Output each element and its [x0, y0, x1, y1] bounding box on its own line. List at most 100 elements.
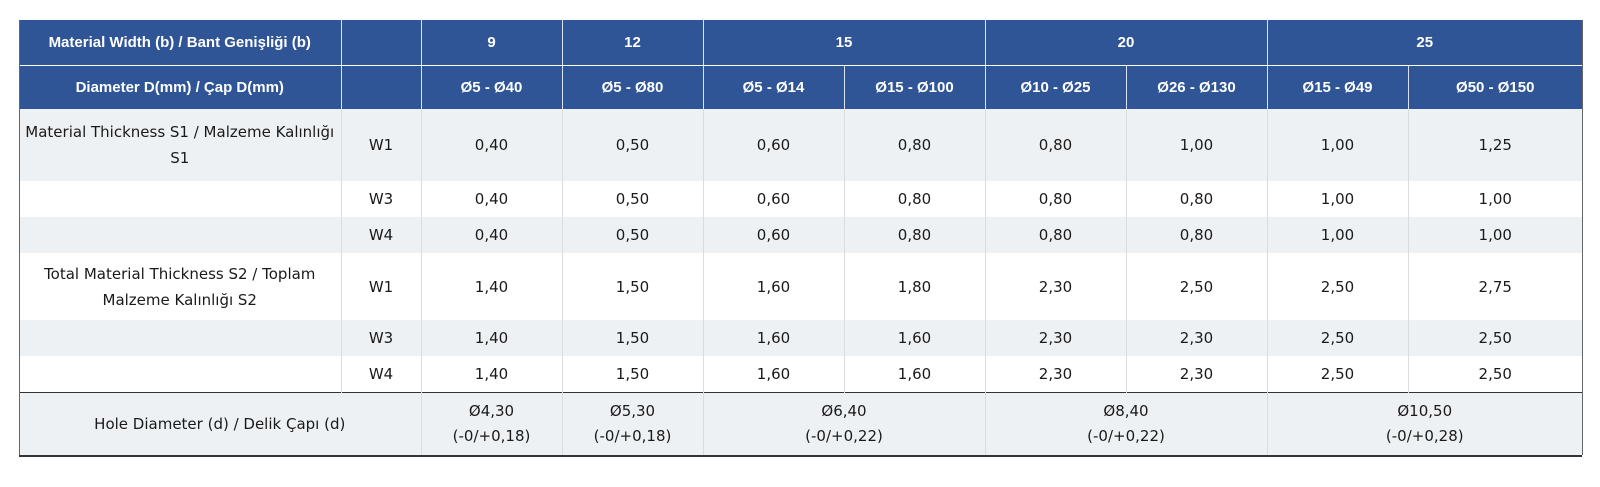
width-9: 9	[421, 20, 563, 66]
hole-tolerance: (-0/+0,22)	[1087, 427, 1165, 445]
s1-label: Material Thickness S1 / Malzeme Kalınlığ…	[19, 109, 342, 181]
table-cell: 0,80	[844, 217, 986, 253]
w-label: W1	[341, 253, 422, 320]
width-12: 12	[562, 20, 704, 66]
header-blank	[341, 65, 422, 109]
w-label: W4	[341, 217, 422, 253]
table-cell: 0,60	[703, 109, 845, 181]
table-cell: 1,80	[844, 253, 986, 320]
table-cell: 0,80	[1126, 181, 1268, 217]
table-cell: 0,40	[421, 109, 563, 181]
diameter-range: Ø26 - Ø130	[1126, 65, 1268, 109]
spec-table: Material Width (b) / Bant Genişliği (b) …	[19, 20, 1582, 457]
table-cell: 1,40	[421, 253, 563, 320]
hole-diameter-value: Ø10,50	[1397, 402, 1453, 420]
table-cell: 0,80	[1126, 217, 1268, 253]
blank-cell	[19, 320, 342, 356]
table-cell: 1,60	[844, 320, 986, 356]
width-20: 20	[985, 20, 1268, 66]
table-cell: 1,50	[562, 356, 704, 393]
table-cell: 0,60	[703, 217, 845, 253]
table-cell: 2,50	[1126, 253, 1268, 320]
table-cell: 0,50	[562, 109, 704, 181]
table-cell: 1,00	[1267, 109, 1409, 181]
header-blank	[341, 20, 422, 66]
table-row: W3 1,40 1,50 1,60 1,60 2,30 2,30 2,50 2,…	[19, 320, 1582, 356]
table-cell: 2,30	[985, 253, 1127, 320]
table-cell: 2,30	[985, 356, 1127, 393]
diameter-range: Ø5 - Ø80	[562, 65, 704, 109]
table-cell: 1,00	[1126, 109, 1268, 181]
width-25: 25	[1267, 20, 1582, 66]
table-cell: 0,80	[985, 181, 1127, 217]
width-15: 15	[703, 20, 986, 66]
hole-diameter-value: Ø4,30	[468, 402, 515, 420]
table-row: W4 0,40 0,50 0,60 0,80 0,80 0,80 1,00 1,…	[19, 217, 1582, 253]
table-cell: 0,80	[985, 217, 1127, 253]
table-cell: 0,80	[844, 181, 986, 217]
table-cell: 1,00	[1408, 217, 1582, 253]
table-row: W3 0,40 0,50 0,60 0,80 0,80 0,80 1,00 1,…	[19, 181, 1582, 217]
diameter-header-label: Diameter D(mm) / Çap D(mm)	[19, 65, 342, 109]
table-cell: 1,50	[562, 253, 704, 320]
table-row: W4 1,40 1,50 1,60 1,60 2,30 2,30 2,50 2,…	[19, 356, 1582, 393]
hole-diameter-label: Hole Diameter (d) / Delik Çapı (d)	[19, 392, 422, 457]
table-row: Total Material Thickness S2 / Toplam Mal…	[19, 253, 1582, 320]
table-cell: 2,30	[1126, 320, 1268, 356]
w-label: W3	[341, 320, 422, 356]
w-label: W4	[341, 356, 422, 393]
table-cell: 0,80	[985, 109, 1127, 181]
diameter-range: Ø10 - Ø25	[985, 65, 1127, 109]
w-label: W3	[341, 181, 422, 217]
diameter-range: Ø5 - Ø14	[703, 65, 845, 109]
table-cell: 1,40	[421, 320, 563, 356]
hole-tolerance: (-0/+0,18)	[593, 427, 672, 445]
table-cell: 1,40	[421, 356, 563, 393]
hole-cell: Ø6,40 (-0/+0,22)	[703, 392, 986, 457]
table-cell: 1,00	[1408, 181, 1582, 217]
diameter-range: Ø15 - Ø49	[1267, 65, 1409, 109]
width-header-row: Material Width (b) / Bant Genişliği (b) …	[19, 20, 1582, 66]
w-label: W1	[341, 109, 422, 181]
table-cell: 2,50	[1408, 356, 1582, 393]
table-cell: 0,40	[421, 181, 563, 217]
table-cell: 0,60	[703, 181, 845, 217]
table-cell: 2,75	[1408, 253, 1582, 320]
table-cell: 2,50	[1267, 320, 1409, 356]
table-cell: 0,40	[421, 217, 563, 253]
blank-cell	[19, 217, 342, 253]
hole-diameter-value: Ø5,30	[609, 402, 656, 420]
table-cell: 0,50	[562, 181, 704, 217]
diameter-range: Ø50 - Ø150	[1408, 65, 1582, 109]
table-cell: 2,30	[1126, 356, 1268, 393]
diameter-range: Ø5 - Ø40	[421, 65, 563, 109]
s2-label: Total Material Thickness S2 / Toplam Mal…	[19, 253, 342, 320]
blank-cell	[19, 356, 342, 393]
hole-cell: Ø10,50 (-0/+0,28)	[1267, 392, 1582, 457]
table-cell: 2,50	[1267, 253, 1409, 320]
table-cell: 1,25	[1408, 109, 1582, 181]
hole-tolerance: (-0/+0,18)	[452, 427, 531, 445]
hole-tolerance: (-0/+0,22)	[805, 427, 883, 445]
diameter-header-row: Diameter D(mm) / Çap D(mm) Ø5 - Ø40 Ø5 -…	[19, 65, 1582, 109]
hole-tolerance: (-0/+0,28)	[1385, 427, 1464, 445]
table-cell: 2,30	[985, 320, 1127, 356]
table-cell: 1,00	[1267, 181, 1409, 217]
diameter-range: Ø15 - Ø100	[844, 65, 986, 109]
width-header-label: Material Width (b) / Bant Genişliği (b)	[19, 20, 342, 66]
hole-cell: Ø4,30 (-0/+0,18)	[421, 392, 563, 457]
table-cell: 1,00	[1267, 217, 1409, 253]
hole-diameter-value: Ø6,40	[821, 402, 867, 420]
table-cell: 0,80	[844, 109, 986, 181]
hole-cell: Ø8,40 (-0/+0,22)	[985, 392, 1268, 457]
hole-diameter-row: Hole Diameter (d) / Delik Çapı (d) Ø4,30…	[19, 392, 1582, 457]
hole-diameter-value: Ø8,40	[1103, 402, 1149, 420]
table-cell: 1,60	[703, 253, 845, 320]
table-cell: 1,50	[562, 320, 704, 356]
table-cell: 2,50	[1267, 356, 1409, 393]
table-cell: 0,50	[562, 217, 704, 253]
table-cell: 1,60	[703, 356, 845, 393]
table-cell: 2,50	[1408, 320, 1582, 356]
table-row: Material Thickness S1 / Malzeme Kalınlığ…	[19, 109, 1582, 181]
